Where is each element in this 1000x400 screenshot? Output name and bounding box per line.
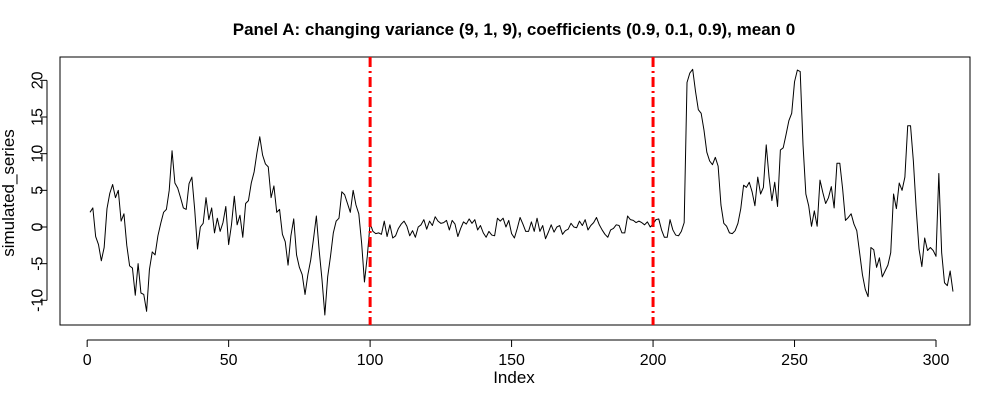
y-tick-label: 20 [30, 71, 47, 89]
x-axis: 0 50 100 150 200 250 300 [83, 339, 950, 369]
chart-title: Panel A: changing variance (9, 1, 9), co… [233, 20, 795, 39]
series-line [89, 68, 954, 316]
x-tick-label: 200 [640, 352, 667, 369]
y-tick-label: 5 [30, 186, 47, 195]
x-tick-label: 150 [498, 352, 525, 369]
change-point-lines [368, 57, 655, 325]
x-tick-label: 0 [83, 352, 92, 369]
y-axis: -10 -5 0 5 10 15 20 [30, 71, 48, 312]
series-group [89, 68, 954, 316]
x-tick-label: 50 [220, 352, 238, 369]
y-tick-label: -5 [30, 256, 47, 270]
plot-frame [59, 56, 971, 326]
y-tick-label: 15 [30, 108, 47, 126]
y-tick-label: -10 [30, 289, 47, 312]
y-tick-label: 10 [30, 145, 47, 163]
x-tick-label: 100 [357, 352, 384, 369]
x-tick-label: 250 [781, 352, 808, 369]
x-axis-label: Index [493, 368, 535, 387]
x-tick-label: 300 [923, 352, 950, 369]
y-tick-label: 0 [30, 222, 47, 231]
y-axis-label: simulated_series [0, 129, 18, 257]
